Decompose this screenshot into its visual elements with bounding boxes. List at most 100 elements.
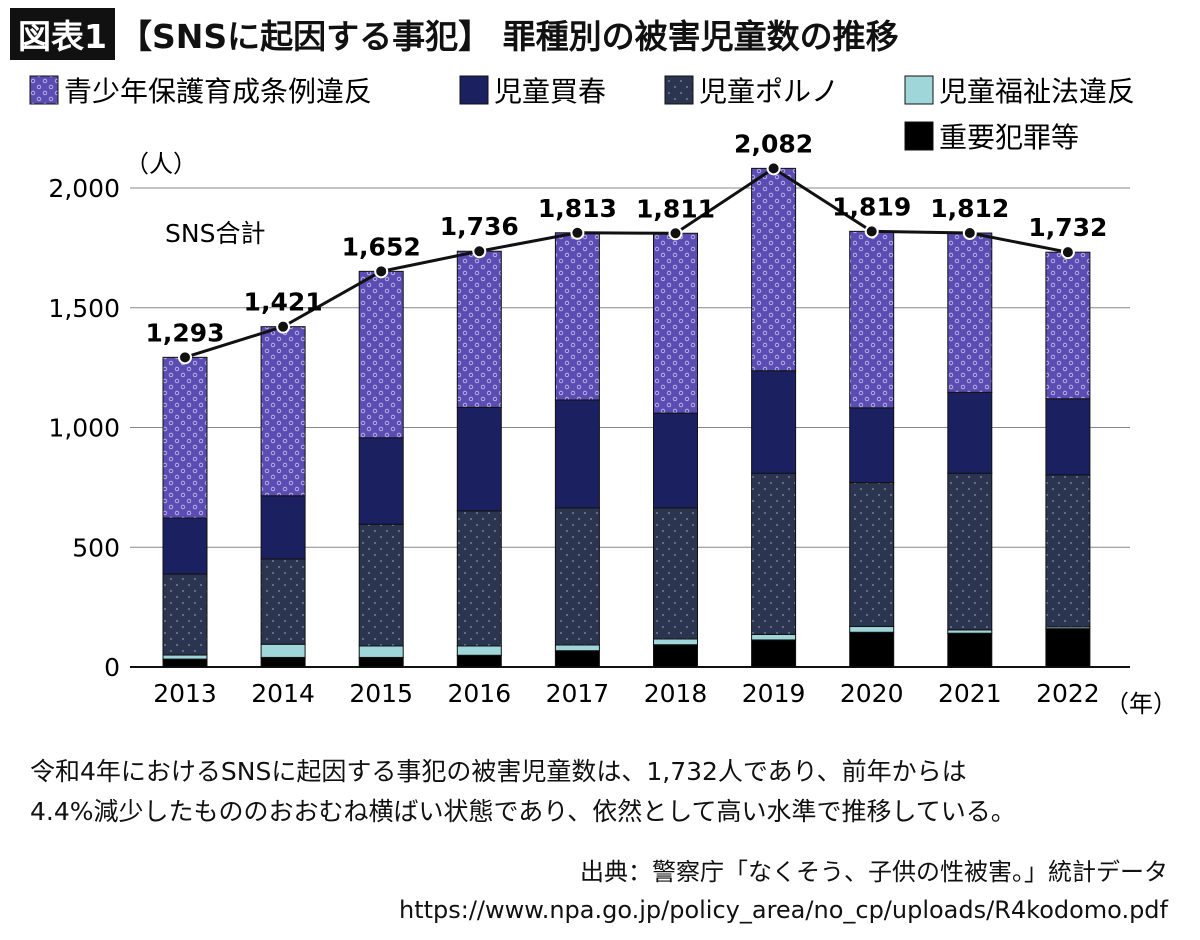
total-point — [276, 319, 291, 334]
bar-segment-child-porn — [162, 573, 208, 656]
bar-segment-child-porn — [751, 472, 797, 635]
bar-segment-youth-ordinance — [849, 230, 895, 409]
bar-segment-welfare-law — [162, 654, 208, 660]
bar-segment-child-porn — [947, 472, 993, 631]
bar-segment-child-porn — [554, 507, 600, 646]
bar-segment-child-porn — [653, 507, 698, 640]
bar-segment-child-prostitution — [653, 412, 698, 509]
x-tick-label: 2013 — [153, 679, 217, 708]
bar-segment-child-porn — [1045, 474, 1091, 628]
x-tick-label: 2018 — [644, 679, 708, 708]
figure-title: 図表1 【SNSに起因する事犯】 罪種別の被害児童数の推移 — [10, 8, 899, 60]
y-tick-label: 500 — [72, 533, 120, 562]
total-data-label: 1,732 — [1028, 213, 1107, 242]
total-data-label: 1,819 — [832, 192, 911, 221]
legend-swatch — [459, 75, 489, 105]
legend-swatch — [664, 75, 694, 105]
bar-segment-welfare-law — [456, 645, 502, 656]
bar-segment-welfare-law — [653, 638, 698, 646]
total-data-label: 2,082 — [734, 129, 813, 158]
bar-segment-child-prostitution — [260, 495, 306, 560]
bar-segment-child-prostitution — [358, 437, 404, 525]
total-line — [184, 166, 1069, 359]
x-axis-label: （年） — [1105, 690, 1177, 718]
total-data-label: 1,813 — [538, 194, 617, 223]
source-line: 出典：警察庁「なくそう、子供の性被害。」統計データ — [580, 858, 1168, 886]
bar-segment-important-crime — [162, 658, 208, 668]
bar-segment-child-porn — [260, 558, 306, 645]
x-tick-label: 2021 — [938, 679, 1002, 708]
y-tick-label: 2,000 — [48, 174, 120, 203]
bar-segment-child-porn — [456, 510, 502, 647]
y-tick-label: 1,000 — [48, 414, 120, 443]
bar-segment-child-prostitution — [849, 407, 895, 484]
note-line-2: 4.4%減少したもののおおむね横ばい状態であり、依然として高い水準で推移している… — [30, 797, 1016, 826]
legend-label: 児童福祉法違反 — [939, 75, 1135, 108]
figure-badge: 図表1 — [10, 8, 115, 60]
total-point — [668, 226, 683, 241]
total-point — [864, 224, 879, 239]
x-tick-label: 2016 — [447, 679, 511, 708]
title-text: 【SNSに起因する事犯】 罪種別の被害児童数の推移 — [118, 17, 899, 56]
bar-segment-important-crime — [554, 650, 600, 668]
total-data-label: 1,293 — [145, 318, 224, 347]
bar-segment-child-prostitution — [456, 406, 502, 512]
bar-segment-important-crime — [751, 639, 797, 668]
bar-segment-youth-ordinance — [554, 232, 600, 401]
bar-segment-child-prostitution — [751, 370, 797, 474]
total-data-label: 1,421 — [244, 288, 323, 317]
bar-segment-youth-ordinance — [456, 250, 502, 408]
note-line-1: 令和4年におけるSNSに起因する事犯の被害児童数は、1,732人であり、前年から… — [30, 757, 967, 786]
x-tick-label: 2014 — [251, 679, 315, 708]
total-data-label: 1,811 — [636, 194, 715, 223]
bar-segment-youth-ordinance — [358, 270, 404, 439]
x-tick-label: 2017 — [546, 679, 610, 708]
bar-segment-youth-ordinance — [1045, 251, 1091, 400]
legend-label: 児童買春 — [494, 75, 606, 108]
bar-segment-important-crime — [358, 656, 404, 668]
bar-segment-youth-ordinance — [162, 356, 208, 519]
legend-label: 青少年保護育成条例違反 — [64, 75, 372, 108]
total-point — [1060, 245, 1075, 260]
bar-segment-welfare-law — [554, 644, 600, 652]
stacked-bar-chart: 0 500 1,000 1,500 2,000（人） （年） 2013 2014 2015 201… — [29, 75, 1177, 718]
bar-segment-child-porn — [358, 523, 404, 647]
bar-segment-youth-ordinance — [260, 326, 306, 497]
bar-segment-important-crime — [849, 631, 895, 668]
bar-segment-youth-ordinance — [947, 232, 993, 393]
bar-segment-welfare-law — [260, 643, 306, 658]
bar-segment-important-crime — [947, 632, 993, 668]
y-tick-label: 1,500 — [48, 294, 120, 323]
total-data-label: 1,652 — [342, 232, 421, 261]
total-point — [472, 244, 487, 259]
bar-segment-welfare-law — [751, 633, 797, 641]
bar-segment-welfare-law — [358, 645, 404, 658]
total-point — [178, 350, 192, 365]
x-tick-label: 2015 — [349, 679, 413, 708]
x-tick-label: 2022 — [1036, 679, 1100, 708]
total-line-label: SNS合計 — [165, 219, 265, 248]
bar-segment-important-crime — [456, 654, 502, 668]
bar-segment-child-porn — [849, 482, 895, 628]
y-tick-label: 0 — [104, 653, 120, 682]
legend-swatch — [904, 75, 934, 105]
bar-segment-important-crime — [1045, 628, 1091, 668]
x-tick-label: 2019 — [742, 679, 806, 708]
total-data-label: 1,736 — [440, 212, 519, 241]
x-tick-label: 2020 — [840, 679, 904, 708]
bar-segment-child-prostitution — [162, 517, 208, 575]
legend-label: 児童ポルノ — [699, 75, 839, 108]
bar-segment-welfare-law — [849, 626, 895, 633]
total-data-label: 1,812 — [930, 194, 1009, 223]
bar-segment-child-prostitution — [1045, 398, 1091, 476]
total-point — [962, 226, 977, 241]
bar-segment-important-crime — [260, 656, 306, 668]
legend-swatch — [904, 121, 934, 151]
y-axis-label: （人） — [125, 150, 197, 178]
total-point — [374, 264, 389, 279]
bar-segment-child-prostitution — [554, 399, 600, 509]
bar-segment-welfare-law — [947, 629, 993, 634]
bar-segment-child-prostitution — [947, 391, 993, 474]
source-url[interactable]: https://www.npa.go.jp/policy_area/no_cp/… — [398, 896, 1168, 924]
